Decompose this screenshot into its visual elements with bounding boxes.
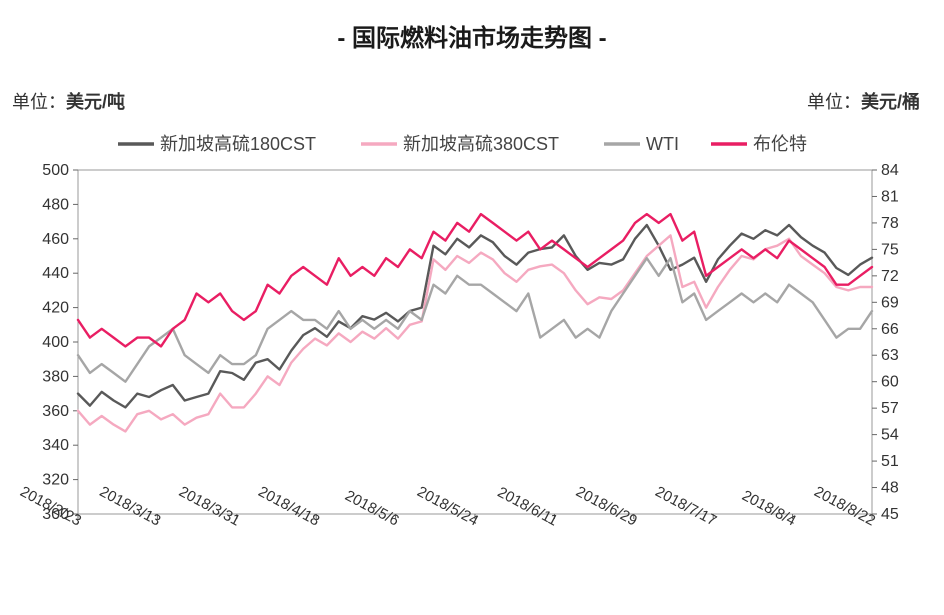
svg-text:63: 63 bbox=[881, 347, 899, 364]
unit-right-value: 美元/桶 bbox=[861, 92, 920, 112]
svg-text:2018/5/24: 2018/5/24 bbox=[414, 483, 481, 529]
chart-title: - 国际燃料油市场走势图 - bbox=[0, 0, 944, 53]
svg-text:400: 400 bbox=[42, 334, 69, 351]
svg-text:340: 340 bbox=[42, 437, 69, 454]
svg-text:480: 480 bbox=[42, 196, 69, 213]
svg-text:2018/3/13: 2018/3/13 bbox=[97, 483, 164, 529]
svg-text:48: 48 bbox=[881, 480, 899, 497]
svg-text:69: 69 bbox=[881, 294, 899, 311]
svg-text:2018/8/4: 2018/8/4 bbox=[739, 487, 799, 529]
svg-text:57: 57 bbox=[881, 400, 899, 417]
svg-text:78: 78 bbox=[881, 215, 899, 232]
svg-text:2018/3/31: 2018/3/31 bbox=[176, 483, 243, 529]
y-axis-left-unit: 单位：美元/吨 bbox=[12, 88, 125, 114]
svg-text:360: 360 bbox=[42, 403, 69, 420]
svg-text:2018/4/18: 2018/4/18 bbox=[255, 483, 322, 529]
svg-text:2018/6/11: 2018/6/11 bbox=[495, 484, 561, 530]
svg-text:2018/8/22: 2018/8/22 bbox=[811, 483, 878, 529]
svg-text:54: 54 bbox=[881, 427, 899, 444]
svg-text:60: 60 bbox=[881, 374, 899, 391]
y-axis-right-unit: 单位：美元/桶 bbox=[807, 88, 920, 114]
chart-container: 新加坡高硫180CST新加坡高硫380CSTWTI布伦特300320340360… bbox=[18, 130, 928, 600]
svg-text:440: 440 bbox=[42, 265, 69, 282]
svg-text:51: 51 bbox=[881, 453, 899, 470]
unit-left-prefix: 单位： bbox=[12, 92, 66, 112]
unit-left-value: 美元/吨 bbox=[66, 92, 125, 112]
line-chart: 新加坡高硫180CST新加坡高硫380CSTWTI布伦特300320340360… bbox=[18, 130, 928, 600]
svg-text:460: 460 bbox=[42, 231, 69, 248]
svg-text:81: 81 bbox=[881, 188, 899, 205]
svg-text:新加坡高硫380CST: 新加坡高硫380CST bbox=[403, 134, 559, 154]
svg-text:320: 320 bbox=[42, 472, 69, 489]
svg-text:2018/7/17: 2018/7/17 bbox=[652, 483, 719, 529]
svg-text:75: 75 bbox=[881, 241, 899, 258]
svg-text:布伦特: 布伦特 bbox=[753, 134, 807, 154]
svg-text:420: 420 bbox=[42, 300, 69, 317]
svg-text:66: 66 bbox=[881, 321, 899, 338]
unit-right-prefix: 单位： bbox=[807, 92, 861, 112]
svg-text:2018/5/6: 2018/5/6 bbox=[342, 487, 402, 529]
svg-text:500: 500 bbox=[42, 162, 69, 179]
svg-text:WTI: WTI bbox=[646, 134, 679, 154]
svg-text:84: 84 bbox=[881, 162, 899, 179]
svg-text:380: 380 bbox=[42, 368, 69, 385]
svg-text:45: 45 bbox=[881, 506, 899, 523]
svg-text:2018/6/29: 2018/6/29 bbox=[573, 483, 640, 529]
svg-text:新加坡高硫180CST: 新加坡高硫180CST bbox=[160, 134, 316, 154]
svg-text:72: 72 bbox=[881, 268, 899, 285]
